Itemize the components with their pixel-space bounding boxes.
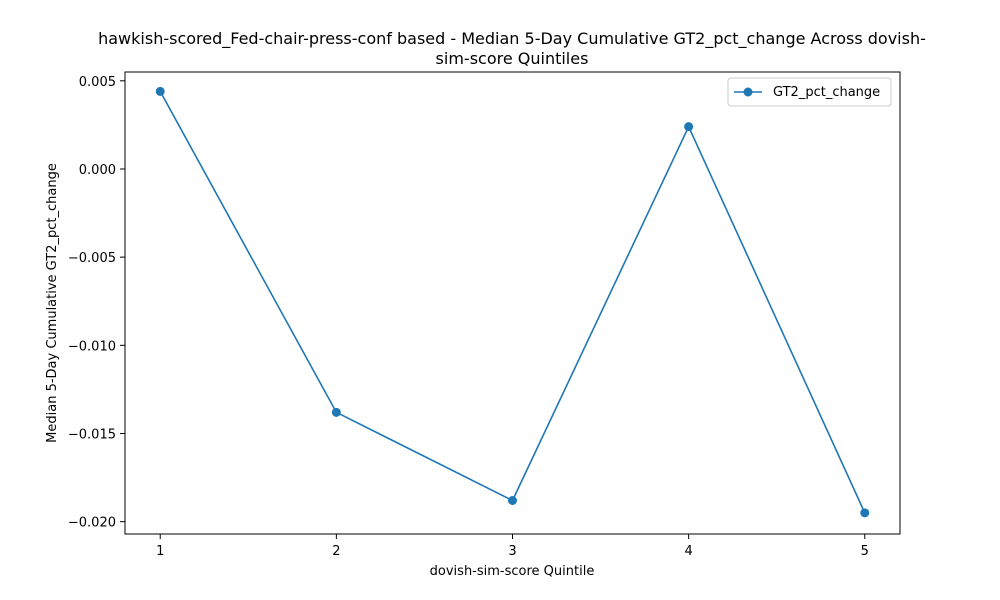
plot-area: 1 2 3 4 5 0.005 0.000 −0.005 −0.010 −0.015 −0.020 [68,71,901,559]
y-tick-label: −0.010 [68,339,116,354]
y-tick-label: 0.005 [79,75,116,90]
y-tick-label: 0.000 [79,163,116,178]
x-tick-label: 1 [156,544,164,559]
y-tick-label: −0.005 [68,251,116,266]
x-tick-label: 5 [861,544,869,559]
y-tick-label: −0.020 [68,516,116,531]
legend-marker-swatch [743,87,753,97]
data-point [508,495,517,505]
chart-title-line-2: sim-score Quintiles [436,49,589,68]
data-point [331,407,341,417]
data-point [155,86,165,96]
x-tick-label: 4 [684,544,692,559]
x-tick-label: 3 [508,544,516,559]
x-tick-label: 2 [332,544,340,559]
y-axis-label: Median 5-Day Cumulative GT2_pct_change [45,163,60,443]
data-point [860,508,870,518]
chart-title-line-1: hawkish-scored_Fed-chair-press-conf base… [98,29,926,49]
legend-box [727,77,892,107]
data-point [684,122,694,132]
legend: GT2_pct_change [727,77,892,107]
legend-entry-label: GT2_pct_change [773,85,880,100]
plot-frame [124,71,901,535]
series-line [159,91,866,514]
x-axis-label: dovish-sim-score Quintile [430,564,595,579]
y-tick-label: −0.015 [68,427,116,442]
